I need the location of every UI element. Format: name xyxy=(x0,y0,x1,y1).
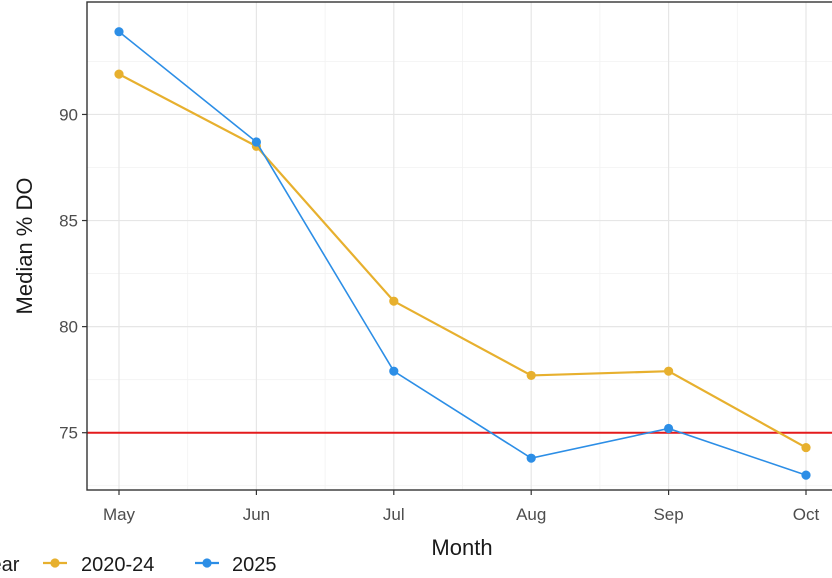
x-tick-label: May xyxy=(103,505,136,524)
series-group xyxy=(114,27,811,480)
legend-item: 2020-24 xyxy=(43,554,154,576)
x-tick-label: Aug xyxy=(516,505,546,524)
legend: Year 2020-24 2025 xyxy=(0,554,277,576)
data-point-2025 xyxy=(389,366,399,376)
y-tick-label: 80 xyxy=(59,318,78,337)
data-point-2020-24 xyxy=(114,69,124,79)
data-point-2020-24 xyxy=(664,366,674,376)
x-tick-label: Sep xyxy=(653,505,683,524)
data-point-2025 xyxy=(251,137,261,147)
x-tick-label: Oct xyxy=(793,505,820,524)
data-point-2025 xyxy=(664,423,674,434)
data-point-2020-24 xyxy=(801,442,811,453)
data-point-2025 xyxy=(801,470,811,480)
legend-item: 2025 xyxy=(195,554,277,576)
y-tick-label: 75 xyxy=(59,424,78,443)
y-tick-label: 85 xyxy=(59,212,78,231)
legend-key-point xyxy=(50,558,60,568)
data-point-2025 xyxy=(114,27,124,37)
plot-panel-border xyxy=(86,1,832,491)
x-axis-title: Month xyxy=(431,535,492,560)
axes: 75 80 85 90 May Jun Jul Aug Sep Oct xyxy=(59,105,819,524)
x-tick-label: Jul xyxy=(383,505,405,524)
series-line-2025 xyxy=(118,31,807,476)
data-point-2020-24 xyxy=(389,296,399,306)
grid xyxy=(87,2,832,490)
data-point-2020-24 xyxy=(526,370,536,381)
legend-label: 2020-24 xyxy=(81,554,154,576)
y-tick-label: 90 xyxy=(59,105,78,124)
legend-title: Year xyxy=(0,554,20,576)
x-tick-label: Jun xyxy=(243,505,270,524)
legend-key-point xyxy=(202,558,212,568)
data-point-2025 xyxy=(526,453,536,463)
series-line-2020-24 xyxy=(118,73,807,449)
y-axis-title: Median % DO xyxy=(12,178,37,315)
legend-label: 2025 xyxy=(232,554,277,576)
